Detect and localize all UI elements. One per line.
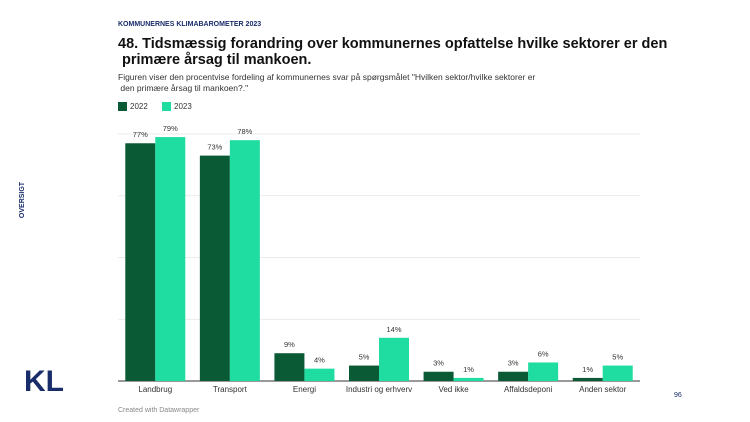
value-label: 14% (386, 325, 401, 334)
x-tick-label: Transport (213, 385, 248, 394)
header: KOMMUNERNES KLIMABAROMETER 2023 (118, 21, 261, 28)
x-tick-label: Ved ikke (438, 385, 469, 394)
legend-swatch (162, 102, 171, 111)
x-tick-label: Energi (293, 385, 316, 394)
x-tick-label: Anden sektor (579, 385, 626, 394)
x-tick-label: Landbrug (138, 385, 172, 394)
value-label: 4% (314, 356, 325, 365)
chart-title: 48. Tidsmæssig forandring over kommunern… (118, 36, 667, 68)
value-label: 1% (463, 365, 474, 374)
value-label: 79% (163, 124, 178, 133)
bar (498, 371, 529, 381)
logo: KL (24, 365, 64, 398)
legend-label: 2023 (174, 102, 192, 111)
credit: Created with Datawrapper (118, 407, 200, 414)
bar (349, 365, 379, 381)
bar (453, 377, 484, 381)
value-label: 1% (582, 365, 593, 374)
side-label: OVERSIGT (19, 181, 26, 218)
legend-label: 2022 (130, 102, 148, 111)
chart-subtitle: Figuren viser den procentvise fordeling … (118, 72, 535, 93)
value-label: 73% (207, 143, 222, 152)
bar (572, 377, 603, 381)
bar (602, 365, 633, 381)
value-label: 78% (237, 127, 252, 136)
value-label: 3% (508, 359, 519, 368)
bar (379, 337, 409, 381)
value-label: 77% (133, 130, 148, 139)
value-label: 5% (359, 353, 370, 362)
bar (125, 143, 156, 381)
page-number: 96 (674, 392, 682, 399)
bar (528, 362, 559, 381)
value-label: 9% (284, 340, 295, 349)
bar (199, 155, 230, 381)
x-tick-label: Industri og erhverv (346, 385, 412, 394)
bar (274, 353, 305, 381)
legend-swatch (118, 102, 127, 111)
value-label: 6% (538, 349, 549, 358)
bar (304, 368, 335, 381)
value-label: 5% (612, 353, 623, 362)
bar (155, 137, 186, 381)
value-label: 3% (433, 359, 444, 368)
bar (229, 140, 260, 381)
bar (423, 371, 454, 381)
x-tick-label: Affaldsdeponi (504, 385, 553, 394)
